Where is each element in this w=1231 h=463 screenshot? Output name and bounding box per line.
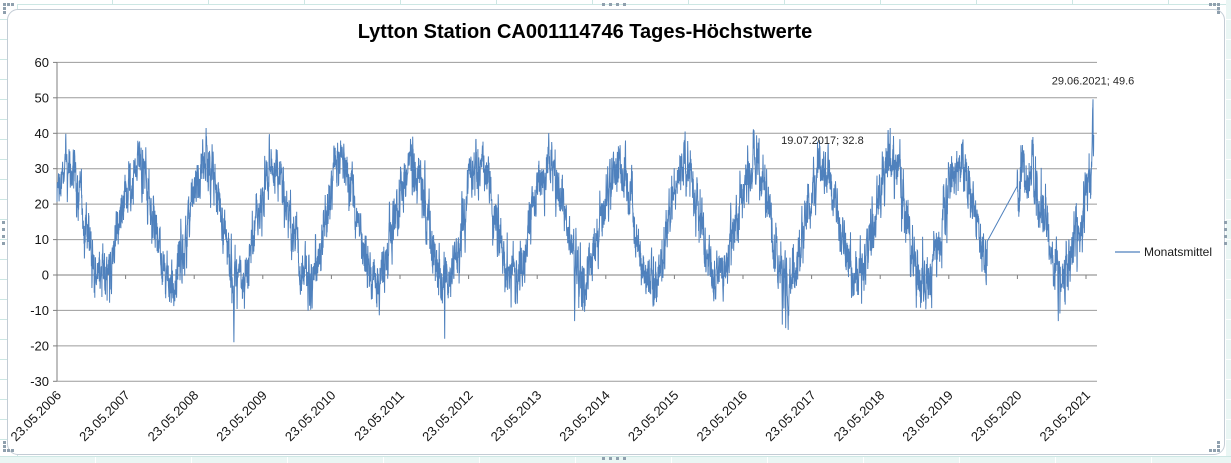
legend[interactable]: Monatsmittel — [1115, 245, 1212, 259]
worksheet-cells-top[interactable] — [17, 0, 1231, 5]
y-tick-label: -10 — [30, 303, 49, 318]
x-tick-label: 23.05.2018 — [831, 388, 888, 445]
chart-resize-handle-top-left[interactable] — [3, 3, 6, 6]
x-tick-label: 23.05.2009 — [213, 388, 270, 445]
x-tick-label: 23.05.2010 — [282, 388, 339, 445]
chart-resize-handle-bottom-right[interactable] — [1217, 449, 1220, 452]
chart-area[interactable]: 60 50 40 30 20 10 0 -10 -20 -30 23.05.2006 23.05.2… — [7, 9, 1225, 455]
y-tick-label: 30 — [35, 161, 49, 176]
y-axis-labels[interactable]: 60 50 40 30 20 10 0 -10 -20 -30 — [30, 55, 49, 389]
x-tick-label: 23.05.2019 — [899, 388, 956, 445]
chart-resize-handle-top[interactable] — [602, 3, 605, 6]
chart-resize-handle-right[interactable] — [1224, 221, 1227, 224]
data-label-2017[interactable]: 19.07.2017; 32.8 — [781, 135, 864, 147]
y-tick-label: 0 — [42, 268, 49, 283]
x-tick-label: 23.05.2007 — [76, 388, 133, 445]
y-tick-label: 10 — [35, 232, 49, 247]
x-tick-label: 23.05.2012 — [419, 388, 476, 445]
chart-resize-handle-left[interactable] — [2, 221, 5, 224]
data-label-2021-record[interactable]: 29.06.2021; 49.6 — [1052, 75, 1135, 87]
series-line-monatsmittel[interactable] — [56, 99, 1095, 343]
x-tick-label: 23.05.2015 — [625, 388, 682, 445]
chart-gridlines — [57, 61, 1097, 382]
chart-title[interactable]: Lytton Station CA001114746 Tages-Höchstw… — [358, 21, 813, 43]
x-tick-label: 23.05.2014 — [556, 388, 613, 445]
x-tick-label: 23.05.2020 — [968, 388, 1025, 445]
chart-axes[interactable] — [53, 61, 1097, 382]
y-tick-label: 60 — [35, 55, 49, 70]
chart-resize-handle-bottom[interactable] — [602, 457, 605, 460]
chart-resize-handle-bottom-left[interactable] — [3, 449, 6, 452]
x-tick-label: 23.05.2013 — [488, 388, 545, 445]
x-tick-label: 23.05.2017 — [762, 388, 819, 445]
x-tick-label: 23.05.2008 — [145, 388, 202, 445]
x-tick-label: 23.05.2006 — [7, 388, 64, 445]
chart-resize-handle-top-right[interactable] — [1217, 3, 1220, 6]
worksheet-cells-bottom[interactable] — [0, 456, 1231, 463]
y-tick-label: -20 — [30, 338, 49, 353]
legend-label: Monatsmittel — [1144, 245, 1212, 259]
y-tick-label: 50 — [35, 90, 49, 105]
x-axis-labels[interactable]: 23.05.2006 23.05.2007 23.05.2008 23.05.2009… — [7, 388, 1093, 445]
worksheet-cells-right[interactable] — [1226, 0, 1231, 462]
x-tick-label: 23.05.2016 — [693, 388, 750, 445]
y-tick-label: 40 — [35, 126, 49, 141]
y-tick-label: -30 — [30, 374, 49, 389]
y-tick-label: 20 — [35, 197, 49, 212]
x-tick-label: 23.05.2021 — [1036, 388, 1093, 445]
x-tick-label: 23.05.2011 — [351, 388, 407, 444]
